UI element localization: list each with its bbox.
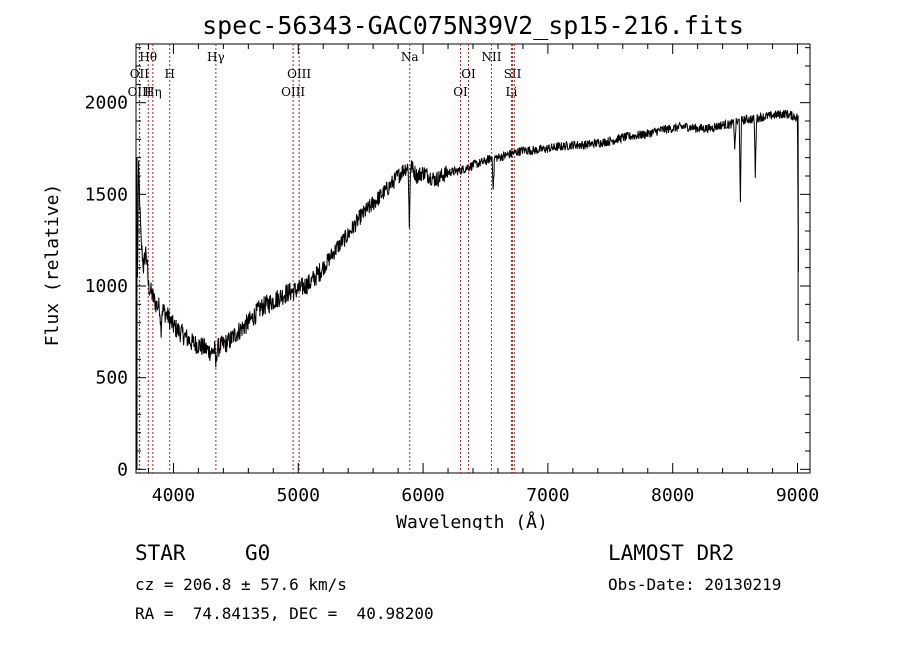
- line-label: OIII: [281, 85, 305, 99]
- plot-frame: [135, 43, 811, 474]
- line-label: OI: [461, 67, 476, 81]
- line-label: Hη: [144, 85, 162, 99]
- object-class: STAR: [135, 541, 186, 565]
- line-label: OIII: [128, 85, 152, 99]
- spectrum-series: [136, 109, 799, 470]
- line-label: OI: [453, 85, 468, 99]
- spectrum-plot: spec-56343-GAC075N39V2_sp15-216.fits OII…: [42, 11, 819, 530]
- chart-title: spec-56343-GAC075N39V2_sp15-216.fits: [202, 11, 744, 40]
- object-subclass: G0: [245, 541, 271, 565]
- y-axis-label: Flux (relative): [42, 184, 63, 347]
- redshift-text: cz = 206.8 ± 57.6 km/s: [135, 575, 347, 594]
- obs-date: Obs-Date: 20130219: [608, 575, 782, 594]
- line-label: Li: [506, 85, 518, 99]
- line-label: Hθ: [139, 50, 157, 64]
- line-label: SII: [504, 67, 522, 81]
- line-label: Na: [401, 50, 419, 64]
- x-tick-label: 4000: [152, 485, 195, 506]
- coordinates: RA = 74.84135, DEC = 40.98200: [135, 604, 434, 623]
- y-tick-label: 1000: [85, 276, 128, 297]
- y-tick-label: 2000: [85, 93, 128, 114]
- x-tick-label: 8000: [651, 485, 694, 506]
- spectrum-line: [137, 109, 799, 368]
- y-tick-label: 1500: [85, 184, 128, 205]
- x-tick-label: 5000: [277, 485, 320, 506]
- plot-border: [135, 43, 811, 474]
- survey-label: LAMOST DR2: [608, 541, 735, 565]
- line-label: Hγ: [207, 50, 225, 64]
- y-tick-label: 500: [95, 368, 128, 389]
- x-tick-label: 9000: [776, 485, 819, 506]
- line-label: OIII: [287, 67, 311, 81]
- line-label: H: [164, 67, 174, 81]
- x-axis-label: Wavelength (Å): [396, 511, 548, 530]
- x-tick-label: 6000: [401, 485, 444, 506]
- line-label: NII: [481, 50, 501, 64]
- axis-ticks: 4000 5000 6000 7000 8000 9000 0 500 1000 1500 2000: [85, 44, 819, 506]
- y-tick-label: 0: [117, 459, 128, 480]
- x-tick-label: 7000: [526, 485, 569, 506]
